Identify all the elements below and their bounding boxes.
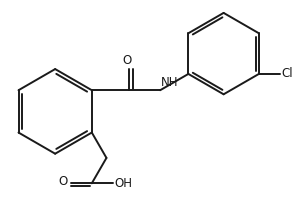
Text: O: O [59,176,68,189]
Text: OH: OH [114,177,133,190]
Text: Cl: Cl [282,68,292,81]
Text: NH: NH [161,76,178,89]
Text: O: O [122,54,131,67]
